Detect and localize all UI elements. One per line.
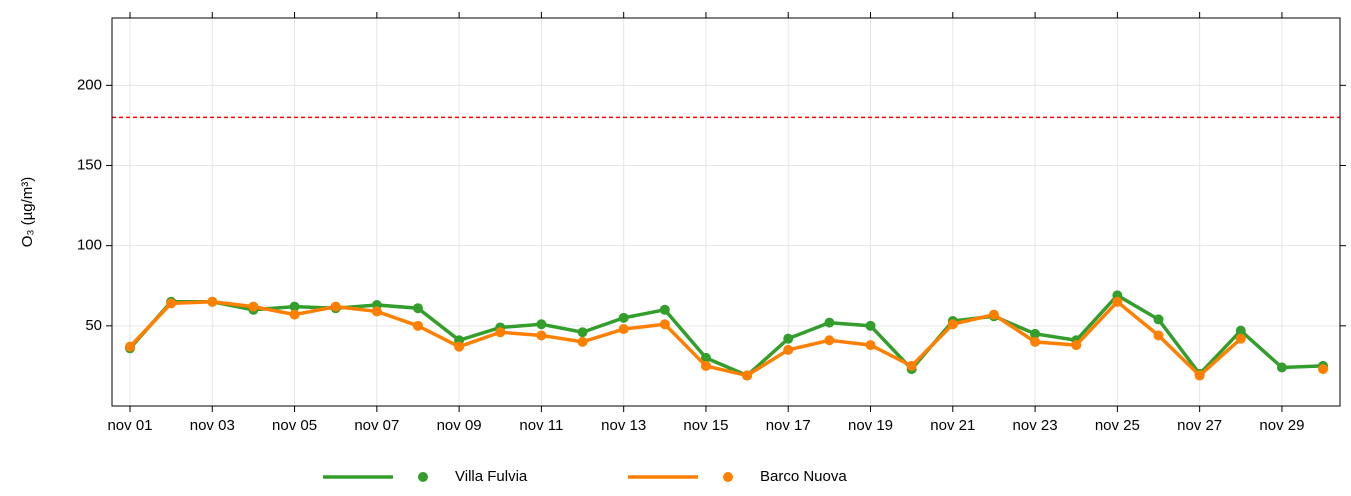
x-tick-label: nov 05 <box>272 417 317 434</box>
data-point <box>824 317 835 328</box>
x-tick-label: nov 25 <box>1095 417 1140 434</box>
data-point <box>248 301 259 312</box>
x-tick-label: nov 07 <box>354 417 399 434</box>
data-point <box>618 324 629 335</box>
data-point <box>700 352 711 363</box>
y-tick-label: 50 <box>85 317 102 334</box>
data-point <box>166 298 177 309</box>
data-point <box>865 320 876 331</box>
data-point <box>1030 336 1041 347</box>
x-tick-label: nov 23 <box>1013 417 1058 434</box>
series-line <box>128 293 1324 378</box>
data-point <box>618 312 629 323</box>
data-point <box>1153 330 1164 341</box>
x-tick-label: nov 03 <box>190 417 235 434</box>
x-tick-label: nov 15 <box>683 417 728 434</box>
data-point <box>125 341 135 352</box>
data-point <box>371 306 382 317</box>
data-point <box>947 319 958 330</box>
data-point <box>906 360 917 371</box>
plot-frame <box>111 17 1341 407</box>
data-point <box>742 370 753 381</box>
data-point <box>1194 370 1205 381</box>
data-point <box>289 301 300 312</box>
data-point <box>659 304 670 315</box>
data-point <box>289 309 300 320</box>
legend-marker <box>418 472 428 482</box>
y-axis-label: O₃ (µg/m³) <box>19 177 36 248</box>
x-tick-label: nov 19 <box>848 417 893 434</box>
x-tick-label: nov 11 <box>519 417 563 434</box>
legend-label: Barco Nuova <box>760 468 847 485</box>
data-point <box>1071 340 1082 351</box>
data-point <box>1276 362 1287 373</box>
data-point <box>824 335 835 346</box>
data-point <box>495 327 506 338</box>
legend-marker <box>723 472 733 482</box>
data-point <box>412 303 423 314</box>
data-point <box>988 309 999 320</box>
data-point <box>1235 325 1246 336</box>
x-tick-label: nov 13 <box>601 417 646 434</box>
data-point <box>536 319 547 330</box>
data-point <box>577 327 588 338</box>
data-point <box>783 344 794 355</box>
x-tick-label: nov 09 <box>437 417 482 434</box>
data-point <box>1153 314 1164 325</box>
data-point <box>865 340 876 351</box>
y-tick-label: 200 <box>77 76 102 93</box>
y-tick-label: 150 <box>77 156 102 173</box>
y-tick-label: 100 <box>77 237 102 254</box>
data-point <box>700 360 711 371</box>
data-point <box>1112 296 1123 307</box>
data-point <box>577 336 588 347</box>
x-tick-label: nov 29 <box>1259 417 1304 434</box>
x-tick-label: nov 21 <box>930 417 975 434</box>
legend-label: Villa Fulvia <box>455 468 528 485</box>
data-point <box>454 341 465 352</box>
data-point <box>1235 333 1246 344</box>
data-point <box>330 301 341 312</box>
data-point <box>1318 364 1329 375</box>
data-point <box>659 319 670 330</box>
data-point <box>207 296 218 307</box>
x-tick-label: nov 27 <box>1177 417 1222 434</box>
x-tick-label: nov 17 <box>766 417 811 434</box>
data-point <box>783 333 794 344</box>
data-point <box>1030 328 1041 339</box>
x-tick-label: nov 01 <box>107 417 152 434</box>
data-point <box>536 330 547 341</box>
data-point <box>412 320 423 331</box>
